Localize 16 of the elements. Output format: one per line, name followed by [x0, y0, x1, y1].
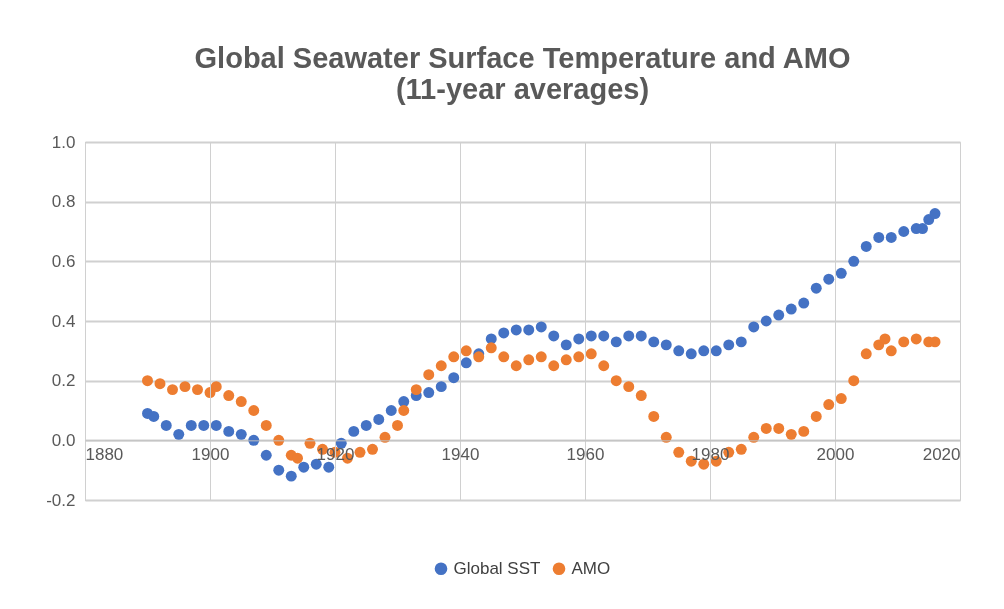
- x-tick-label: 1880: [85, 444, 124, 464]
- y-tick-label: 0.8: [51, 192, 76, 212]
- y-tick-label: -0.2: [46, 490, 76, 510]
- y-tick-label: 0.6: [51, 251, 76, 271]
- y-tick-label: 0.0: [51, 430, 76, 450]
- y-tick-label: 1.0: [51, 132, 76, 152]
- x-tick-label: 1900: [191, 444, 230, 464]
- x-tick-label: 2020: [922, 444, 961, 464]
- chart-title: Global Seawater Surface Temperature and AMO (11-year averages): [194, 42, 851, 105]
- legend-label: Global SST: [453, 558, 541, 578]
- y-tick-label: 0.4: [51, 311, 76, 331]
- x-tick-label: 1960: [566, 444, 605, 464]
- x-tick-label: 2000: [816, 444, 855, 464]
- legend-label: AMO: [571, 558, 611, 578]
- x-tick-label: 1940: [441, 444, 480, 464]
- y-tick-label: 0.2: [51, 371, 76, 391]
